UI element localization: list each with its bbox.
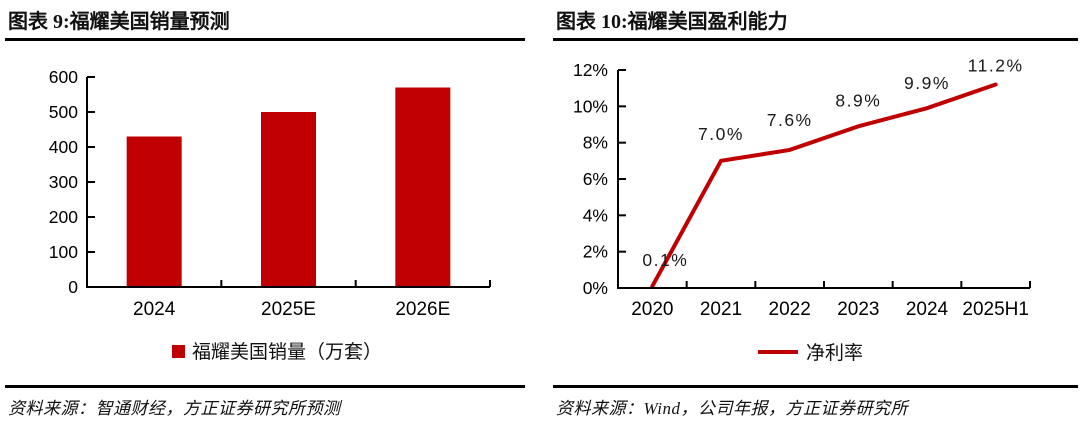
svg-text:12%: 12% xyxy=(573,60,608,80)
svg-text:7.0%: 7.0% xyxy=(698,124,744,144)
svg-text:7.6%: 7.6% xyxy=(767,110,813,130)
svg-text:300: 300 xyxy=(49,172,78,192)
panel-profitability: 0% 2% 4% 6% 8% 10% 12% 2020 2021 2022 2023 2024 2025… xyxy=(540,0,1080,431)
svg-text:2025H1: 2025H1 xyxy=(962,299,1029,320)
svg-text:11.2%: 11.2% xyxy=(968,56,1024,76)
svg-text:0: 0 xyxy=(68,277,78,297)
svg-text:2023: 2023 xyxy=(837,299,879,320)
bar-chart-fuyao-us-sales: 0 100 200 300 400 500 600 2024 2025E 2026E 福耀美国销量（… xyxy=(49,67,491,363)
chart-title-profitability: 图表 10:福耀美国盈利能力 xyxy=(553,10,1078,41)
svg-text:福耀美国销量（万套）: 福耀美国销量（万套） xyxy=(192,341,382,363)
chart-title-sales: 图表 9:福耀美国销量预测 xyxy=(5,10,525,41)
svg-text:9.9%: 9.9% xyxy=(904,73,950,93)
svg-text:8%: 8% xyxy=(583,133,608,153)
svg-text:2020: 2020 xyxy=(631,299,673,320)
svg-text:8.9%: 8.9% xyxy=(835,90,881,110)
svg-text:200: 200 xyxy=(49,207,78,227)
svg-text:0.1%: 0.1% xyxy=(642,250,688,270)
panel-sales-forecast: 0 100 200 300 400 500 600 2024 2025E 2026E 福耀美国销量（… xyxy=(5,10,525,419)
svg-text:6%: 6% xyxy=(583,169,608,189)
svg-text:2024: 2024 xyxy=(133,299,176,320)
svg-text:10%: 10% xyxy=(573,96,608,116)
svg-text:600: 600 xyxy=(49,67,78,87)
svg-text:400: 400 xyxy=(49,137,78,157)
svg-text:2026E: 2026E xyxy=(395,299,450,320)
svg-text:2025E: 2025E xyxy=(261,299,316,320)
svg-text:净利率: 净利率 xyxy=(806,342,863,364)
svg-text:500: 500 xyxy=(49,102,78,122)
svg-text:2024: 2024 xyxy=(906,299,949,320)
svg-text:2%: 2% xyxy=(583,242,608,262)
svg-text:2022: 2022 xyxy=(769,299,811,320)
svg-text:100: 100 xyxy=(49,242,78,262)
line-chart-fuyao-us-net-margin: 0% 2% 4% 6% 8% 10% 12% 2020 2021 2022 2023 2024 2025… xyxy=(573,56,1031,364)
source-note-sales: 资料来源：智通财经，方正证券研究所预测 xyxy=(5,385,525,419)
svg-text:0%: 0% xyxy=(583,278,608,298)
source-note-profitability: 资料来源：Wind，公司年报，方正证券研究所 xyxy=(553,385,1078,419)
svg-text:4%: 4% xyxy=(583,205,608,225)
svg-text:2021: 2021 xyxy=(700,299,742,320)
